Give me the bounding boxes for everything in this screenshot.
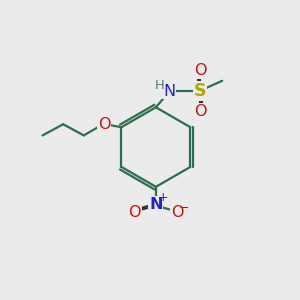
Text: −: −: [179, 201, 190, 214]
Text: S: S: [194, 82, 206, 100]
Text: O: O: [194, 63, 206, 78]
Text: O: O: [171, 205, 183, 220]
Text: +: +: [158, 190, 169, 204]
Text: O: O: [128, 205, 141, 220]
Text: N: N: [149, 197, 163, 212]
Text: O: O: [194, 104, 206, 119]
Text: H: H: [155, 79, 165, 92]
Text: N: N: [163, 84, 175, 99]
Text: O: O: [98, 117, 111, 132]
